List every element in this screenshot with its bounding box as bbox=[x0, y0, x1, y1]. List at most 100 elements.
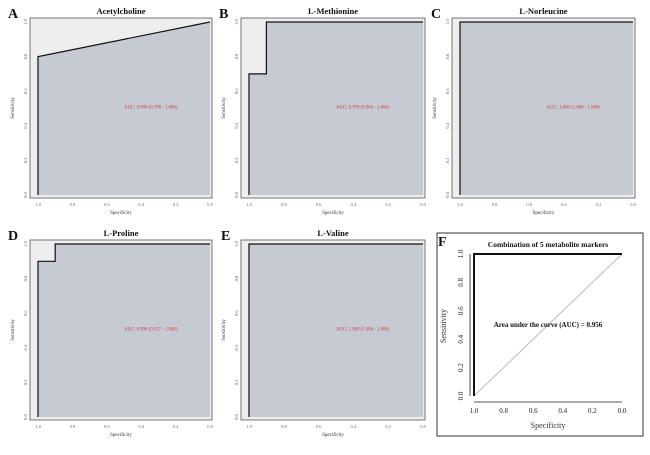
x-tick-label: 0.8 bbox=[70, 202, 76, 207]
roc-panel-f: F Combination of 5 metabolite markers 1.0 0… bbox=[436, 232, 644, 437]
x-tick-label: 0.8 bbox=[70, 424, 76, 429]
roc-panel-a: A Acetylcholine 1.0 0.8 0.6 0.4 0.2 0.0 0.0 0.2 0.… bbox=[8, 6, 214, 216]
plot-border bbox=[240, 239, 426, 421]
panel-label: B bbox=[219, 7, 228, 22]
x-tick-label: 0.4 bbox=[561, 202, 567, 207]
x-axis-label: Specificity bbox=[533, 211, 555, 216]
x-axis-label: Specificity bbox=[531, 421, 566, 430]
roc-area bbox=[460, 22, 633, 195]
y-tick-label: 0.4 bbox=[234, 122, 239, 128]
x-tick-label: 0.6 bbox=[316, 424, 322, 429]
auc-annotation: AUC: 1.000 (1.000 - 1.000) bbox=[547, 106, 601, 111]
y-tick-label: 0.2 bbox=[23, 158, 28, 164]
y-tick-label: 0.4 bbox=[23, 122, 28, 128]
panel-label: F bbox=[438, 235, 447, 250]
reference-diagonal bbox=[473, 253, 623, 397]
y-tick-label: 0.4 bbox=[234, 344, 239, 350]
roc-curve bbox=[37, 21, 211, 195]
y-tick-label: 0.6 bbox=[457, 306, 465, 315]
x-tick-label: 0.2 bbox=[588, 407, 597, 415]
roc-curve bbox=[37, 243, 210, 417]
y-tick-label: 0.6 bbox=[23, 310, 28, 316]
x-tick-label: 0.8 bbox=[499, 407, 508, 415]
x-tick-label: 0.0 bbox=[420, 202, 426, 207]
x-tick-label: 0.0 bbox=[630, 202, 636, 207]
y-tick-label: 1.0 bbox=[234, 240, 239, 246]
roc-area bbox=[249, 22, 423, 195]
y-tick-label: 1.0 bbox=[23, 240, 28, 246]
y-tick-label: 0.0 bbox=[445, 191, 450, 197]
y-tick-label: 0.4 bbox=[457, 334, 465, 343]
x-tick-label: 0.0 bbox=[207, 202, 213, 207]
plot-border bbox=[29, 17, 213, 199]
y-tick-label: 0.8 bbox=[445, 53, 450, 59]
roc-panel-e: E L-Valine 1.0 0.8 0.6 0.4 0.2 0.0 0.0 0.2 0.4 0.6 0… bbox=[221, 228, 427, 438]
auc-annotation: Area under the curve (AUC) = 0.956 bbox=[494, 321, 603, 329]
auc-annotation: AUC: 0.970 (0.904 - 1.000) bbox=[336, 106, 390, 111]
x-tick-label: 0.4 bbox=[138, 202, 144, 207]
roc-panel-c: C L-Norleucine 1.0 0.8 0.6 0.4 0.2 0.0 0.0 0.2 0.4… bbox=[431, 6, 637, 216]
panel-label: A bbox=[8, 7, 19, 22]
roc-area bbox=[38, 22, 210, 195]
x-axis-label: Specificity bbox=[322, 433, 344, 438]
roc-area bbox=[38, 244, 210, 417]
x-tick-label: 0.6 bbox=[526, 202, 532, 207]
y-tick-label: 0.6 bbox=[23, 88, 28, 94]
y-tick-label: 0.2 bbox=[23, 380, 28, 386]
x-tick-label: 0.4 bbox=[351, 424, 357, 429]
y-tick-label: 0.8 bbox=[234, 275, 239, 281]
x-tick-label: 0.8 bbox=[492, 202, 498, 207]
x-tick-label: 1.0 bbox=[35, 424, 41, 429]
y-tick-label: 0.2 bbox=[234, 380, 239, 386]
x-tick-label: 1.0 bbox=[246, 202, 252, 207]
panel-title: Combination of 5 metabolite markers bbox=[488, 240, 608, 249]
panel-label: E bbox=[221, 229, 230, 244]
y-tick-label: 0.0 bbox=[23, 191, 28, 197]
x-axis-label: Specificity bbox=[110, 211, 132, 216]
panel-title: L-Methionine bbox=[308, 6, 358, 16]
panel-title: L-Norleucine bbox=[519, 6, 567, 16]
y-tick-label: 0.2 bbox=[445, 158, 450, 164]
y-tick-label: 1.0 bbox=[445, 18, 450, 24]
plot-border bbox=[451, 17, 636, 199]
panel-label: D bbox=[8, 229, 18, 244]
x-tick-label: 0.8 bbox=[281, 202, 287, 207]
y-tick-label: 0.4 bbox=[445, 122, 450, 128]
auc-annotation: AUC: 1.000 (1.000 - 1.000) bbox=[336, 328, 390, 333]
y-tick-label: 0.6 bbox=[234, 310, 239, 316]
y-tick-label: 0.8 bbox=[23, 53, 28, 59]
y-axis-label: Sensitivity bbox=[222, 319, 227, 341]
x-tick-label: 0.4 bbox=[558, 407, 567, 415]
panel-title: L-Proline bbox=[104, 228, 139, 238]
y-tick-label: 0.6 bbox=[445, 88, 450, 94]
roc-area bbox=[249, 244, 423, 417]
auc-annotation: AUC: 0.990 (0.957 - 1.000) bbox=[124, 328, 178, 333]
y-tick-label: 1.0 bbox=[234, 18, 239, 24]
x-tick-label: 1.0 bbox=[35, 202, 41, 207]
y-tick-label: 0.2 bbox=[234, 158, 239, 164]
x-tick-label: 0.2 bbox=[385, 424, 391, 429]
y-tick-label: 0.0 bbox=[457, 391, 465, 400]
x-tick-label: 0.2 bbox=[385, 202, 391, 207]
panel-label: C bbox=[431, 7, 441, 22]
x-tick-label: 0.6 bbox=[104, 424, 110, 429]
panel-title: L-Valine bbox=[317, 228, 349, 238]
y-tick-label: 0.4 bbox=[23, 344, 28, 350]
panel-title: Acetylcholine bbox=[96, 6, 145, 16]
x-tick-label: 0.6 bbox=[316, 202, 322, 207]
y-axis-label: Sensitivity bbox=[11, 97, 16, 119]
x-tick-label: 0.8 bbox=[281, 424, 287, 429]
x-axis-label: Specificity bbox=[110, 433, 132, 438]
y-tick-label: 0.8 bbox=[23, 275, 28, 281]
y-tick-label: 0.6 bbox=[234, 88, 239, 94]
y-axis-label: Sensitivity bbox=[11, 319, 16, 341]
x-tick-label: 1.0 bbox=[457, 202, 463, 207]
y-axis-label: Sensitivity bbox=[222, 97, 227, 119]
x-tick-label: 1.0 bbox=[246, 424, 252, 429]
y-tick-label: 0.8 bbox=[234, 53, 239, 59]
x-axis-label: Specificity bbox=[322, 211, 344, 216]
x-tick-label: 0.4 bbox=[351, 202, 357, 207]
y-tick-label: 0.0 bbox=[234, 191, 239, 197]
roc-panel-d: D L-Proline 1.0 0.8 0.6 0.4 0.2 0.0 0.0 0.2 0.4 0.6… bbox=[8, 228, 214, 438]
